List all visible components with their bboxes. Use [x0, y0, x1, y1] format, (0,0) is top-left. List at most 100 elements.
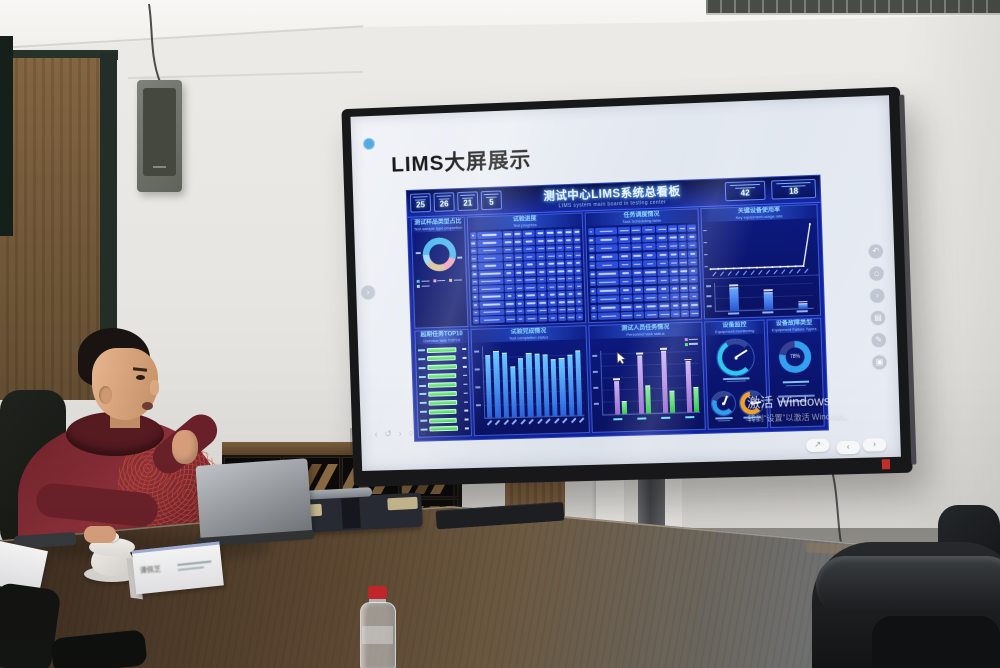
bar-value: [729, 284, 739, 287]
table-cell: [502, 230, 513, 238]
table-cell: [513, 238, 522, 246]
line-plot: [703, 218, 820, 278]
table-cell: [680, 301, 689, 309]
chevron-right-icon[interactable]: ›: [868, 287, 886, 305]
table-cell: [643, 285, 658, 293]
share-button[interactable]: ↗: [805, 438, 830, 453]
kpi-value: 26: [439, 199, 449, 209]
table-cell: [514, 261, 523, 269]
table-cell: [537, 291, 547, 299]
toolbox-icon[interactable]: ▤: [869, 309, 887, 327]
table-cell: [588, 236, 595, 244]
chart-label: [782, 380, 810, 383]
page-next-button[interactable]: ›: [862, 437, 887, 452]
table-cell: [575, 305, 583, 313]
table-cell: [670, 301, 681, 309]
data-table: [586, 222, 701, 322]
table-cell: [557, 283, 566, 291]
hbar-row: [420, 408, 469, 415]
table-cell: [597, 303, 620, 312]
bar-value: [763, 289, 773, 292]
table-cell: [573, 243, 581, 251]
panel-overdue: 超期任务TOP10 Overdue task TOP10: [414, 328, 473, 438]
table-cell: [688, 258, 698, 266]
annotation-dot[interactable]: [362, 137, 376, 150]
whiteboard-mini-toolbar[interactable]: ‹↺›○○○: [374, 427, 446, 439]
pages-icon[interactable]: ▣: [871, 354, 888, 371]
kpi-box: 21: [457, 191, 479, 211]
hbar-row: [418, 355, 467, 362]
table-cell: [471, 255, 477, 263]
office-chair[interactable]: [872, 616, 1000, 668]
pen-icon[interactable]: ✎: [870, 331, 888, 349]
kpi-box: 25: [409, 193, 432, 213]
table-cell: [688, 275, 698, 283]
table-cell: [566, 298, 575, 306]
table-cell: [670, 293, 680, 301]
table-cell: [643, 268, 657, 276]
table-cell: [504, 300, 516, 308]
bar-plot: [481, 343, 585, 419]
undo-icon[interactable]: ↶: [867, 243, 885, 260]
laptop[interactable]: [195, 458, 315, 548]
chart-legend: [416, 278, 463, 288]
bar: [798, 303, 808, 309]
bar-value: [636, 352, 644, 355]
bar: [566, 354, 575, 416]
bar: [637, 355, 645, 414]
table-cell: [589, 270, 596, 278]
table-cell: [537, 276, 547, 284]
chart-legend: [684, 338, 698, 346]
table-cell: [538, 307, 548, 315]
table-cell: [477, 239, 502, 247]
hbar: [427, 364, 457, 371]
kpi-box: 18: [771, 178, 817, 200]
table-cell: [567, 313, 576, 321]
x-axis-label: [796, 310, 808, 312]
bar-chart: [472, 339, 589, 434]
table-cell: [537, 283, 547, 291]
presenter-mouth: [142, 402, 153, 410]
bar: [558, 357, 566, 416]
table-cell: [668, 242, 679, 250]
slide-prev-button[interactable]: ›: [359, 284, 377, 301]
table-cell: [479, 308, 505, 316]
table-cell: [503, 254, 514, 262]
hbar-row: [417, 346, 467, 353]
table-cell: [689, 301, 699, 309]
table-cell: [514, 269, 523, 277]
kpi-value: 18: [788, 186, 799, 196]
presenter-eye: [136, 375, 145, 380]
slide-title: LIMS大屏展示: [390, 148, 532, 177]
page-prev-button[interactable]: ‹: [836, 440, 861, 455]
bar: [542, 354, 550, 417]
table-cell: [471, 270, 478, 278]
table-cell: [547, 283, 557, 291]
hbar: [426, 346, 457, 353]
table-cell: [546, 252, 556, 260]
table-cell: [547, 298, 558, 306]
display-bezel: LIMS大屏展示 25 26 21 5 测试中心LIMS系统总看板 LIMS s…: [341, 86, 917, 488]
interactive-flat-panel: LIMS大屏展示 25 26 21 5 测试中心LIMS系统总看板 LIMS s…: [338, 84, 918, 488]
dashboard-title-block: 测试中心LIMS系统总看板 LIMS system main board in …: [505, 181, 719, 211]
hbar-row: [418, 372, 468, 380]
bar: [685, 361, 693, 413]
home-icon[interactable]: ⌂: [868, 265, 885, 282]
table-row: [590, 309, 700, 321]
table-cell: [588, 228, 594, 236]
table-cell: [524, 284, 537, 292]
door-frame-side: [100, 52, 117, 338]
hbar: [427, 373, 457, 380]
table-cell: [681, 309, 690, 318]
water-bottle[interactable]: [358, 586, 396, 668]
chart-label: [785, 384, 807, 387]
table-cell: [633, 311, 644, 319]
table-cell: [502, 238, 513, 246]
table-cell: [503, 261, 514, 269]
table-cell: [658, 284, 670, 293]
table-cell: [678, 233, 687, 241]
table-cell: [472, 293, 479, 301]
bezel-side-edge: [899, 94, 917, 465]
table-cell: [679, 267, 688, 275]
